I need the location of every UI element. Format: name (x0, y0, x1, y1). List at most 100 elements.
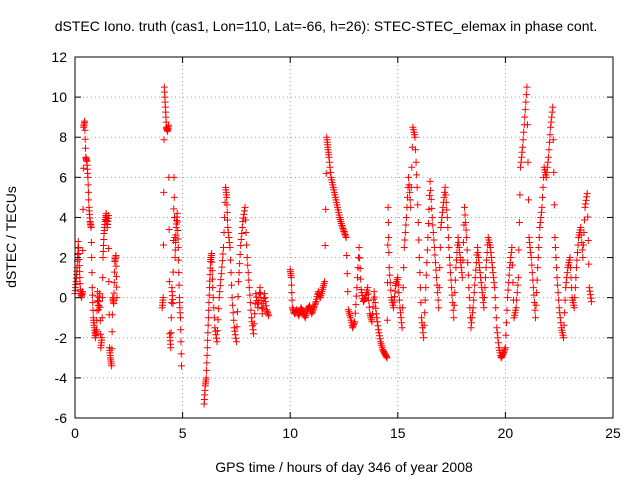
data-point (250, 330, 258, 338)
data-point (224, 216, 232, 224)
data-point (546, 131, 554, 139)
data-point (419, 329, 427, 337)
data-point (480, 304, 488, 312)
data-point (483, 256, 491, 264)
data-point (570, 304, 578, 312)
data-point (93, 316, 101, 324)
data-point (260, 290, 268, 298)
data-point (165, 121, 173, 129)
data-point (258, 303, 266, 311)
data-point (386, 271, 394, 279)
data-point (579, 241, 587, 249)
data-point (516, 163, 524, 171)
data-point (408, 163, 416, 171)
data-point (532, 314, 540, 322)
axis-ticks: 0 5 10 15 20 25 -6 -4 -2 0 2 4 6 8 10 12 (51, 49, 621, 441)
data-point (504, 294, 512, 302)
data-point (170, 193, 178, 201)
data-point (476, 269, 484, 277)
data-point (431, 259, 439, 267)
data-point (356, 265, 364, 273)
data-point (173, 218, 181, 226)
data-point (535, 234, 543, 241)
data-point (79, 247, 87, 255)
data-point (74, 238, 82, 246)
x-tick-label: 25 (605, 425, 621, 441)
data-point (225, 239, 233, 247)
data-point (533, 276, 541, 284)
data-point (427, 195, 435, 203)
data-point (389, 304, 397, 312)
data-point (585, 260, 593, 268)
data-point (467, 324, 475, 332)
data-point (516, 191, 524, 199)
data-point (74, 244, 82, 252)
data-point (435, 304, 443, 312)
data-point (500, 348, 508, 356)
data-point (205, 306, 213, 314)
data-point (159, 294, 167, 302)
data-point (587, 298, 595, 306)
data-point (100, 242, 108, 250)
data-point (372, 310, 380, 318)
data-point (487, 254, 495, 262)
data-point (88, 269, 96, 277)
data-point (309, 305, 317, 313)
data-point (203, 359, 211, 367)
data-point (243, 241, 251, 249)
data-point (352, 301, 360, 309)
data-point (177, 326, 185, 334)
data-point (523, 121, 531, 129)
data-point (550, 201, 558, 209)
data-point (525, 234, 533, 241)
data-point (537, 213, 545, 221)
data-point (399, 284, 407, 292)
data-point (566, 254, 574, 262)
data-point (533, 289, 541, 297)
data-point (552, 254, 560, 262)
data-point (249, 326, 257, 334)
x-tick-label: 0 (71, 425, 79, 441)
data-point (391, 293, 399, 301)
data-point (237, 236, 245, 244)
data-point (548, 113, 556, 121)
data-point (422, 271, 430, 279)
data-point (76, 268, 84, 276)
data-point (204, 321, 212, 329)
data-point (445, 254, 453, 262)
data-point (429, 228, 437, 236)
data-point (385, 234, 393, 241)
data-point (472, 266, 480, 274)
data-point (174, 244, 182, 252)
data-point (394, 274, 402, 282)
data-point (550, 168, 558, 176)
data-point (235, 278, 243, 286)
x-tick-label: 15 (390, 425, 406, 441)
data-point (375, 329, 383, 337)
data-point (263, 307, 271, 315)
y-tick-label: 12 (51, 49, 67, 65)
y-tick-label: -6 (55, 410, 68, 426)
data-point (430, 236, 438, 244)
data-point (229, 309, 237, 317)
data-point (79, 288, 87, 296)
data-point (464, 271, 472, 279)
data-point (428, 204, 436, 212)
data-point (309, 307, 317, 315)
data-point (520, 128, 528, 136)
data-point (262, 302, 270, 310)
data-point (416, 269, 424, 277)
data-point (400, 264, 408, 272)
data-point (365, 303, 373, 311)
data-point (88, 291, 96, 299)
data-point (172, 231, 180, 239)
data-point (414, 201, 422, 209)
data-point (208, 267, 216, 275)
data-point (322, 169, 330, 177)
data-point (339, 224, 347, 232)
data-point (459, 239, 467, 247)
data-point (87, 223, 95, 231)
data-point (529, 284, 537, 292)
data-point (451, 276, 459, 284)
data-point (175, 256, 183, 264)
